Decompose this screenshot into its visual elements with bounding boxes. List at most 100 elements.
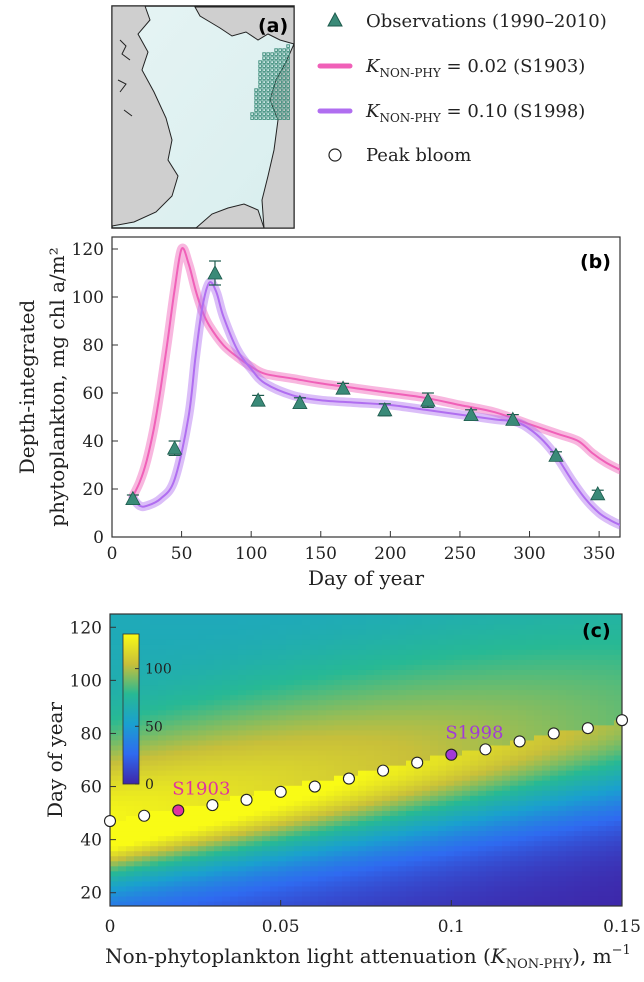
heatmap-cell bbox=[182, 754, 191, 761]
heatmap-cell bbox=[150, 654, 159, 660]
heatmap-cell bbox=[174, 684, 183, 691]
heatmap-cell bbox=[230, 785, 239, 791]
heatmap-cell bbox=[342, 749, 351, 756]
heatmap-cell bbox=[294, 880, 303, 887]
heatmap-cell bbox=[478, 775, 487, 781]
heatmap-cell bbox=[166, 895, 175, 902]
heatmap-cell bbox=[358, 875, 367, 882]
heatmap-cell bbox=[126, 835, 135, 842]
heatmap-cell bbox=[110, 795, 119, 801]
heatmap-cell bbox=[374, 754, 383, 761]
panel-b-ytick-label: 100 bbox=[72, 288, 104, 308]
heatmap-cell bbox=[534, 805, 543, 811]
heatmap-cell bbox=[430, 805, 439, 811]
heatmap-cell bbox=[334, 775, 343, 781]
heatmap-cell bbox=[318, 775, 327, 781]
heatmap-cell bbox=[558, 835, 567, 842]
heatmap-cell bbox=[206, 709, 215, 716]
heatmap-cell bbox=[286, 724, 295, 731]
heatmap-cell bbox=[134, 820, 143, 827]
heatmap-cell bbox=[110, 810, 119, 816]
heatmap-cell bbox=[462, 689, 471, 696]
heatmap-cell bbox=[590, 634, 599, 640]
heatmap-cell bbox=[262, 744, 271, 751]
heatmap-cell bbox=[614, 840, 622, 847]
heatmap-cell bbox=[118, 739, 127, 746]
heatmap-cell bbox=[534, 714, 543, 721]
heatmap-cell bbox=[262, 770, 271, 776]
heatmap-cell bbox=[510, 795, 519, 801]
heatmap-cell bbox=[110, 760, 119, 766]
heatmap-cell bbox=[142, 659, 151, 665]
heatmap-cell bbox=[534, 825, 543, 832]
heatmap-cell bbox=[142, 885, 151, 892]
heatmap-cell bbox=[446, 830, 455, 837]
heatmap-cell bbox=[590, 890, 599, 897]
heatmap-cell bbox=[598, 729, 607, 736]
heatmap-cell bbox=[518, 765, 527, 771]
heatmap-cell bbox=[142, 694, 151, 701]
heatmap-cell bbox=[462, 744, 471, 751]
heatmap-cell bbox=[542, 780, 551, 786]
heatmap-cell bbox=[550, 634, 559, 640]
heatmap-cell bbox=[158, 714, 167, 721]
heatmap-cell bbox=[222, 724, 231, 731]
heatmap-cell bbox=[582, 880, 591, 887]
heatmap-cell bbox=[182, 739, 191, 746]
heatmap-cell bbox=[558, 895, 567, 902]
heatmap-cell bbox=[246, 875, 255, 882]
heatmap-cell bbox=[246, 865, 255, 872]
heatmap-cell bbox=[374, 820, 383, 827]
heatmap-cell bbox=[158, 649, 167, 655]
heatmap-cell bbox=[110, 619, 119, 625]
heatmap-cell bbox=[294, 830, 303, 837]
heatmap-cell bbox=[358, 704, 367, 711]
heatmap-cell bbox=[214, 895, 223, 902]
heatmap-cell bbox=[358, 880, 367, 887]
heatmap-cell bbox=[414, 694, 423, 701]
heatmap-cell bbox=[110, 659, 119, 665]
heatmap-cell bbox=[350, 619, 359, 625]
heatmap-cell bbox=[478, 639, 487, 645]
heatmap-cell bbox=[422, 765, 431, 771]
heatmap-cell bbox=[326, 694, 335, 701]
heatmap-cell bbox=[326, 704, 335, 711]
heatmap-cell bbox=[278, 780, 287, 786]
heatmap-cell bbox=[494, 704, 503, 711]
heatmap-cell bbox=[438, 674, 447, 681]
heatmap-cell bbox=[326, 775, 335, 781]
heatmap-cell bbox=[422, 614, 431, 620]
heatmap-cell bbox=[566, 649, 575, 655]
heatmap-cell bbox=[454, 835, 463, 842]
heatmap-cell bbox=[174, 699, 183, 706]
heatmap-cell bbox=[446, 775, 455, 781]
heatmap-cell bbox=[294, 669, 303, 676]
map-observation-cell bbox=[278, 104, 282, 108]
heatmap-cell bbox=[110, 694, 119, 701]
heatmap-cell bbox=[430, 845, 439, 852]
heatmap-cell bbox=[334, 654, 343, 660]
heatmap-cell bbox=[582, 800, 591, 806]
heatmap-cell bbox=[406, 840, 415, 847]
heatmap-cell bbox=[398, 739, 407, 746]
heatmap-cell bbox=[166, 709, 175, 716]
heatmap-cell bbox=[230, 830, 239, 837]
heatmap-cell bbox=[166, 754, 175, 761]
heatmap-cell bbox=[438, 790, 447, 796]
heatmap-cell bbox=[574, 795, 583, 801]
heatmap-cell bbox=[438, 644, 447, 650]
heatmap-cell bbox=[534, 744, 543, 751]
heatmap-cell bbox=[510, 639, 519, 645]
map-observation-cell bbox=[270, 64, 274, 68]
heatmap-cell bbox=[206, 900, 215, 906]
heatmap-cell bbox=[446, 724, 455, 731]
heatmap-cell bbox=[182, 734, 191, 741]
heatmap-cell bbox=[318, 684, 327, 691]
heatmap-cell bbox=[254, 810, 263, 816]
heatmap-cell bbox=[214, 644, 223, 650]
heatmap-cell bbox=[478, 895, 487, 902]
heatmap-cell bbox=[358, 639, 367, 645]
heatmap-cell bbox=[614, 850, 622, 857]
heatmap-cell bbox=[382, 795, 391, 801]
heatmap-cell bbox=[382, 729, 391, 736]
